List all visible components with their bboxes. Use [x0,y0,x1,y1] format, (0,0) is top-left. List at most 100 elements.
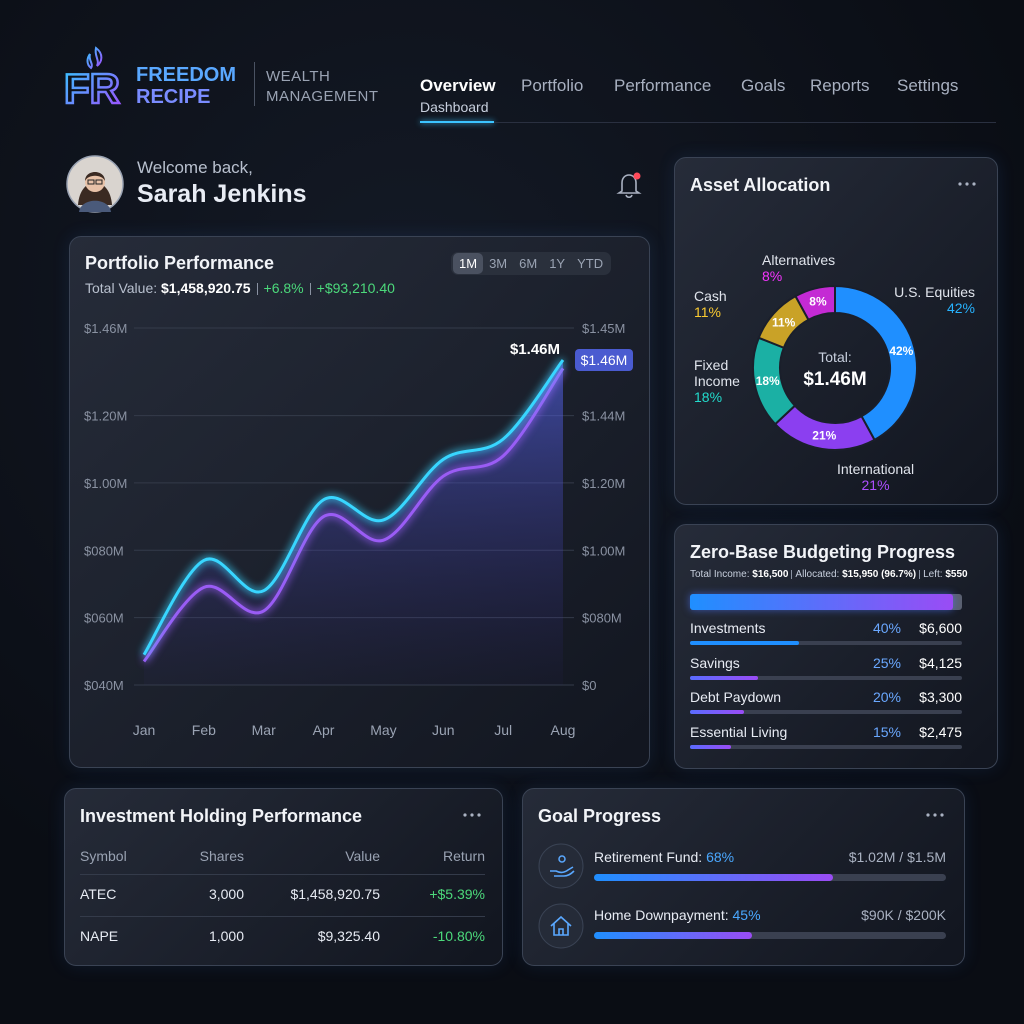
menu-dot [958,182,962,186]
segment-label: 42% [889,344,913,358]
range-button[interactable]: 1Y [549,256,566,271]
nav-item[interactable]: Overview [420,76,496,95]
label: Total Value: [85,280,158,296]
nav-item[interactable]: Reports [810,76,870,95]
allocated: $15,950 [842,569,879,580]
overall-bar [690,594,954,610]
label: Left: [923,569,943,580]
end-badge-text: $1.46M [581,352,628,368]
category-name: Cash [694,288,727,304]
donut-segment [834,284,918,442]
y-tick-label: $060M [84,611,124,626]
nav-underline [420,121,494,123]
nav-item[interactable]: Goals [741,76,786,95]
budget-amount: $2,475 [919,723,962,740]
column-header: Return [442,848,485,864]
allocation-label: Fixed Income 18% [694,357,754,405]
divider [254,62,255,106]
goal-track [594,932,946,939]
segment-label: 21% [812,429,836,443]
y-tick-label: $1.00M [84,476,127,491]
budget-summary: Total Income: $16,500 Allocated: $15,950 … [690,569,968,580]
goal-label: Home Downpayment: 45% [594,907,761,923]
change-amount: +$93,210.40 [316,280,395,296]
y2-tick-label: $080M [582,611,622,626]
budget-percent: 15% [872,723,901,740]
card-title: Investment Holding Performance [80,806,363,826]
menu-dot [965,182,969,186]
column-header: Symbol [80,848,127,864]
budget-bar [690,675,758,680]
category-name: Fixed Income [694,357,740,389]
allocation-label: Cash 11% [694,288,727,320]
budget-amount: $6,600 [919,620,962,636]
budget-bar [690,710,745,714]
range-button[interactable]: YTD [577,256,604,271]
y-tick-label: $1.20M [84,409,127,424]
area [144,359,563,685]
y-tick-label: $1.46M [84,321,127,336]
nav-item[interactable]: Performance [614,76,712,95]
y2-tick-label: $0 [582,678,596,693]
range-button[interactable]: 1M [453,253,484,274]
nav-item[interactable]: Portfolio [521,76,584,95]
label: Allocated: [795,569,840,580]
menu-dot [463,813,467,817]
menu-dot [477,813,481,817]
category-name: U.S. Equities [894,284,975,300]
goal-name: Retirement Fund: [594,849,703,865]
retirement-icon [550,866,575,877]
budget-bar [690,744,731,749]
segment-label: 18% [756,374,780,388]
budget-percent: 40% [872,620,901,636]
tagline-line: WEALTH [266,68,331,85]
allocated-percent: (96.7%) [881,569,917,580]
user-name: Sarah Jenkins [137,180,307,208]
category-name: Alternatives [762,252,836,268]
goal-label: Retirement Fund: 68% [594,849,734,865]
goal-percent: 45% [732,907,761,923]
bell-icon[interactable] [616,170,644,200]
table-cell: NAPE [80,928,119,944]
donut-center-label: Total: [818,349,851,365]
nav-sub: Dashboard [420,99,489,115]
tagline: WEALTH MANAGEMENT [266,67,379,107]
budget-track [690,641,962,645]
income: $16,500 [752,569,789,580]
goal-amount: $1.02M / $1.5M [848,849,946,865]
nav-item[interactable]: Settings [897,76,959,95]
menu-dot [933,813,937,817]
line [142,367,565,663]
greeting: Welcome back, [137,158,253,177]
y-tick-label: $040M [84,678,124,693]
budget-card [674,524,998,769]
budget-amount: $3,300 [919,689,962,705]
x-tick-label: May [370,722,396,738]
category-percent: 21% [861,477,890,493]
range-button[interactable]: 3M [489,256,508,271]
x-tick-label: Jun [432,722,455,738]
holdings-card [64,788,503,966]
x-tick-label: Aug [551,722,576,738]
table-cell: $9,325.40 [317,928,380,944]
budget-percent: 25% [872,654,901,671]
row-divider [80,874,485,875]
y-tick-label: $080M [84,543,124,558]
menu-dot [972,182,976,186]
left: $550 [945,569,968,580]
table-cell: 3,000 [208,886,244,902]
x-tick-label: Mar [252,722,276,738]
y2-tick-label: $1.00M [582,543,625,558]
goal-bar [594,874,834,881]
table-cell: $1,458,920.75 [290,886,380,902]
table-cell: -10.80% [432,928,485,944]
menu-dot [470,813,474,817]
tagline-line: MANAGEMENT [266,88,379,105]
range-button[interactable]: 6M [519,256,538,271]
total-value: $1,458,920.75 [161,280,251,296]
budget-category: Investments [690,620,766,636]
goal-name: Home Downpayment: [594,907,729,923]
card-title: Zero-Base Budgeting Progress [690,542,956,562]
goal-icons [538,843,584,949]
